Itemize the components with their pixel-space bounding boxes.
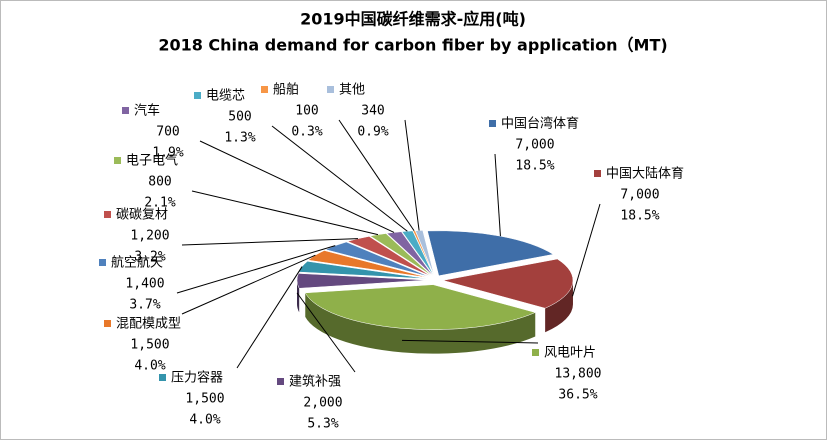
slice	[307, 250, 429, 278]
leader-line	[572, 203, 601, 297]
slice-label: 汽车	[134, 103, 160, 119]
legend-swatch	[104, 211, 111, 218]
slice-label: 风电叶片	[544, 346, 596, 361]
percent-label: 4.0%	[189, 413, 220, 428]
leader-line	[191, 190, 379, 236]
legend-swatch	[122, 107, 129, 114]
slice-label: 压力容器	[171, 370, 223, 386]
leader-line	[181, 254, 316, 315]
leader-line	[181, 238, 359, 246]
value-label: 800	[148, 175, 171, 190]
leader-line	[404, 119, 420, 231]
legend-swatch	[277, 378, 284, 385]
value-label: 1,500	[130, 338, 169, 353]
legend-swatch	[194, 92, 201, 99]
value-label: 700	[156, 125, 179, 140]
leader-line	[338, 119, 415, 232]
legend-swatch	[594, 170, 601, 177]
slice	[427, 230, 554, 277]
percent-label: 0.9%	[357, 125, 388, 140]
slice	[304, 284, 537, 330]
slice-label: 中国大陆体育	[606, 166, 684, 182]
percent-label: 18.5%	[515, 159, 554, 174]
value-label: 1,400	[125, 277, 164, 292]
value-label: 100	[295, 104, 318, 119]
slice-side	[545, 280, 573, 333]
leader-line	[176, 245, 336, 294]
slice-label: 混配模成型	[116, 317, 181, 332]
value-label: 500	[228, 110, 251, 125]
leader-line	[236, 266, 303, 369]
legend-swatch	[532, 349, 539, 356]
percent-label: 36.5%	[558, 388, 597, 403]
legend-swatch	[114, 157, 121, 164]
leader-line	[199, 140, 395, 233]
slice	[369, 233, 432, 276]
legend-swatch	[327, 86, 334, 93]
percent-label: 4.0%	[134, 359, 165, 374]
slice-side	[297, 280, 300, 313]
slice-label: 船舶	[273, 82, 299, 98]
slice	[296, 273, 428, 289]
value-label: 1,500	[185, 392, 224, 407]
legend-swatch	[99, 259, 106, 266]
slice-label: 中国台湾体育	[501, 116, 579, 132]
slice-label: 其他	[339, 83, 365, 98]
legend-swatch	[489, 120, 496, 127]
value-label: 2,000	[303, 396, 342, 411]
percent-label: 2.1%	[144, 196, 175, 211]
slice-label: 碳碳复材	[116, 208, 168, 223]
percent-label: 1.3%	[224, 131, 255, 146]
leader-line	[271, 125, 408, 232]
chart-title: 2019中国碳纤维需求-应用(吨)	[300, 10, 526, 29]
slice	[324, 241, 430, 277]
legend-swatch	[104, 320, 111, 327]
value-label: 1,200	[130, 229, 169, 244]
legend-swatch	[159, 374, 166, 381]
slice-label: 航空航天	[111, 255, 163, 271]
slice	[401, 230, 434, 276]
percent-label: 3.2%	[134, 250, 165, 265]
value-label: 7,000	[515, 138, 554, 153]
percent-label: 0.3%	[291, 125, 322, 140]
slice	[442, 258, 574, 309]
percent-label: 18.5%	[620, 209, 659, 224]
slice	[346, 236, 431, 277]
value-label: 7,000	[620, 188, 659, 203]
slice-label: 电子电气	[126, 153, 178, 169]
leader-line	[296, 292, 356, 373]
value-label: 340	[361, 104, 384, 119]
chart-subtitle: 2018 China demand for carbon fiber by ap…	[158, 36, 667, 55]
slice-label: 电缆芯	[206, 88, 245, 104]
leader-line	[494, 153, 501, 237]
percent-label: 3.7%	[129, 298, 160, 313]
percent-label: 1.9%	[152, 146, 183, 161]
leader-line	[401, 339, 539, 344]
slice-side	[305, 292, 536, 354]
value-label: 13,800	[555, 367, 602, 382]
legend-swatch	[261, 86, 268, 93]
slice-label: 建筑补强	[289, 374, 341, 390]
percent-label: 5.3%	[307, 417, 338, 432]
